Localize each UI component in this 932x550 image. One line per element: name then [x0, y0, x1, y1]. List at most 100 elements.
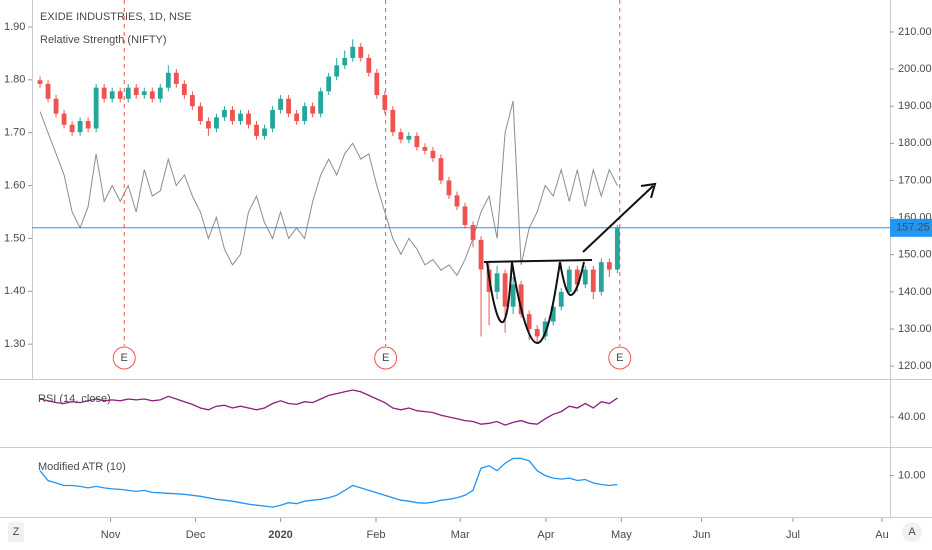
candle-body: [550, 306, 556, 322]
x-tick-label: Feb: [367, 529, 386, 541]
y-tick-label: 1.50: [4, 232, 25, 244]
indicator-line: [39, 389, 618, 426]
candle-body: [526, 314, 532, 329]
toolbar-button[interactable]: [8, 522, 24, 542]
candle-body: [149, 91, 155, 99]
candle-body: [366, 57, 372, 73]
neckline: [483, 259, 593, 263]
series-legend: Modified ATR (10): [38, 461, 126, 473]
candle-body: [510, 284, 516, 307]
candle-body: [350, 46, 356, 58]
y-tick-label: 1.40: [4, 285, 25, 297]
candle-body: [214, 117, 219, 129]
candle-body: [462, 206, 468, 226]
candle-body: [422, 147, 428, 151]
y-tick-label: 170.00: [898, 174, 932, 186]
candle-body: [566, 269, 572, 292]
cup-right: [559, 261, 585, 296]
earnings-label: E: [616, 352, 623, 364]
candle-body: [430, 150, 436, 159]
last-price-box: [890, 218, 932, 237]
candle-body: [93, 87, 99, 129]
candle-body: [558, 291, 564, 307]
candle-body: [270, 109, 275, 129]
candle-body: [326, 76, 332, 92]
candle-body: [37, 80, 43, 84]
candle-body: [189, 95, 195, 107]
arrow-head: [640, 182, 657, 199]
earnings-marker: [374, 346, 398, 370]
candle-body: [470, 225, 476, 240]
candle-body: [181, 83, 187, 96]
earnings-label: E: [121, 352, 128, 364]
candle-body: [61, 113, 67, 125]
candle-body: [286, 98, 292, 114]
candle-body: [45, 83, 51, 99]
y-tick-label: 40.00: [898, 411, 926, 423]
candle-body: [414, 135, 420, 148]
series-legend: RSI (14, close): [38, 393, 111, 405]
y-tick-label: 120.00: [898, 360, 932, 372]
candle-body: [294, 113, 300, 122]
candle-body: [77, 121, 83, 133]
y-tick-label: 1.90: [4, 21, 25, 33]
candle-body: [302, 106, 308, 122]
candle-body: [390, 109, 396, 133]
y-tick-label: 140.00: [898, 286, 932, 298]
toolbar-label: A: [908, 526, 916, 538]
candle-body: [173, 72, 179, 84]
candle-body: [582, 269, 588, 285]
candle-body: [246, 113, 251, 125]
candle-body: [606, 262, 612, 270]
candle-body: [382, 95, 388, 110]
toolbar-button[interactable]: [902, 522, 922, 542]
y-tick-label: 210.00: [898, 26, 932, 38]
candle-body: [53, 98, 59, 114]
x-tick-label: Dec: [186, 529, 206, 541]
y-tick-label: 1.30: [4, 338, 25, 350]
candle-body: [254, 124, 259, 136]
y-tick-label: 10.00: [898, 470, 926, 482]
candle-body: [310, 106, 316, 114]
candle-body: [101, 87, 107, 99]
indicator-line: [39, 457, 618, 508]
candle-body: [494, 273, 500, 292]
candle-body: [157, 87, 163, 99]
earnings-marker: [112, 346, 136, 370]
candle-body: [109, 91, 115, 99]
candle-body: [230, 109, 235, 122]
candle-body: [534, 328, 540, 337]
relative-strength-line: [39, 100, 618, 277]
toolbar-label: Z: [13, 526, 20, 538]
candle-body: [117, 91, 123, 99]
candle-body: [342, 57, 348, 66]
plot-layer: Nov Dec 2020 Feb Mar Apr May Jun Jul Au 210.00 200.…: [4, 0, 932, 541]
candle-body: [502, 273, 508, 307]
candle-body: [518, 284, 524, 315]
candle-body: [165, 72, 171, 88]
candle-body: [334, 65, 340, 77]
candle-body: [133, 87, 139, 96]
candle-body: [574, 269, 580, 285]
candle-body: [85, 121, 91, 129]
candle-body: [406, 135, 412, 140]
cup-left: [486, 261, 513, 324]
x-tick-label: Apr: [537, 529, 554, 541]
x-tick-label: 2020: [268, 529, 292, 541]
candle-body: [197, 106, 203, 122]
chart-title: EXIDE INDUSTRIES, 1D, NSE: [40, 11, 192, 23]
candle-body: [278, 98, 283, 110]
candle-body: [125, 87, 131, 99]
candle-body: [318, 91, 324, 114]
y-tick-label: 1.70: [4, 127, 25, 139]
y-tick-label: 1.80: [4, 74, 25, 86]
earnings-marker: [608, 346, 632, 370]
x-tick-label: Au: [875, 529, 888, 541]
candle-body: [398, 132, 404, 140]
candle-body: [590, 269, 596, 292]
candle-body: [222, 109, 227, 118]
candle-body: [542, 321, 548, 337]
x-tick-label: May: [611, 529, 632, 541]
earnings-label: E: [382, 352, 389, 364]
